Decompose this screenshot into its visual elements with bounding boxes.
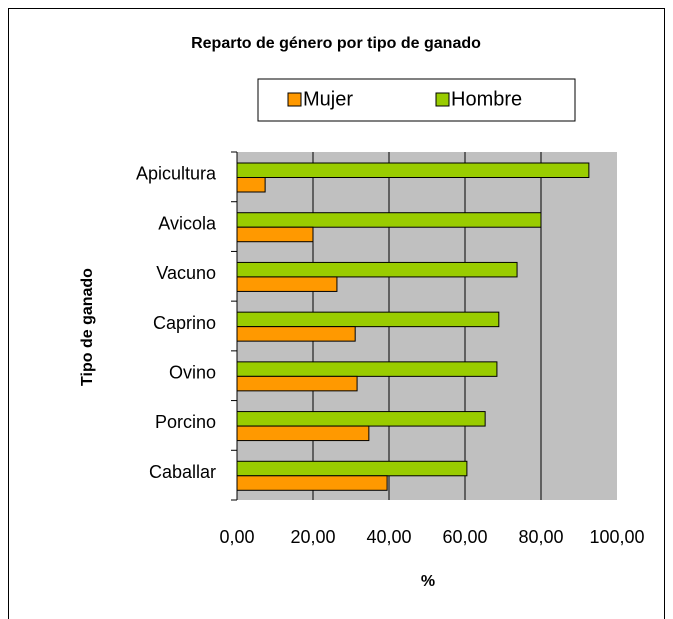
bar <box>236 177 266 193</box>
x-axis-label: % <box>421 573 435 590</box>
bar <box>236 326 356 342</box>
legend-box <box>257 78 576 122</box>
bar <box>236 460 468 477</box>
y-tick-label: Vacuno <box>156 263 216 283</box>
bar <box>236 276 338 292</box>
y-tick-label: Caprino <box>153 313 216 333</box>
y-tick-label: Porcino <box>155 412 216 432</box>
y-tick-label: Caballar <box>149 462 216 482</box>
x-tick-label: 20,00 <box>290 527 335 547</box>
bar <box>236 311 500 328</box>
bar <box>236 411 486 427</box>
chart-border <box>8 8 665 619</box>
bar <box>236 162 590 178</box>
bar <box>236 212 542 228</box>
y-tick-label: Avicola <box>158 213 217 233</box>
bar <box>236 226 314 243</box>
bar <box>236 375 358 392</box>
x-tick-label: 40,00 <box>366 527 411 547</box>
x-tick-label: 0,00 <box>219 527 254 547</box>
chart-title: Reparto de género por tipo de ganado <box>191 35 481 52</box>
y-axis-label: Tipo de ganado <box>79 268 96 386</box>
bar <box>236 425 370 442</box>
legend-label: Hombre <box>451 88 522 110</box>
legend-swatch <box>287 92 302 107</box>
x-tick-label: 80,00 <box>518 527 563 547</box>
bar <box>236 261 518 278</box>
legend-swatch <box>435 92 450 107</box>
legend-label: Mujer <box>303 88 353 110</box>
bar <box>236 475 388 491</box>
x-tick-label: 60,00 <box>442 527 487 547</box>
y-tick-label: Apicultura <box>136 164 217 184</box>
bar <box>236 361 498 377</box>
y-tick-label: Ovino <box>169 362 216 382</box>
x-tick-label: 100,00 <box>589 527 644 547</box>
